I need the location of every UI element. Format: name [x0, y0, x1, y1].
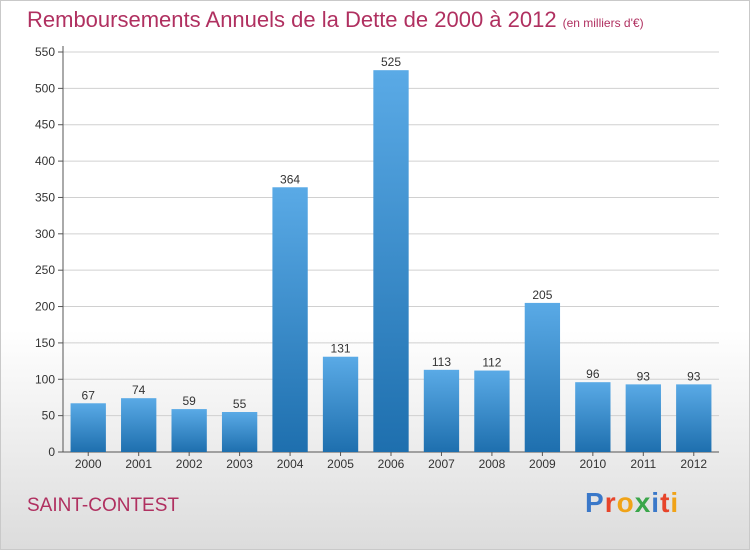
y-tick-label: 450 — [35, 118, 55, 132]
chart-title-unit: (en milliers d'€) — [562, 16, 644, 30]
x-tick-label-2001: 2001 — [125, 457, 152, 471]
y-tick-label: 400 — [35, 154, 55, 168]
town-name: SAINT-CONTEST — [27, 495, 180, 516]
bar-2000 — [70, 403, 106, 452]
data-label-2003: 55 — [233, 397, 247, 411]
data-label-2009: 205 — [532, 288, 552, 302]
chart-title-text: Remboursements Annuels de la Dette de 20… — [27, 7, 557, 32]
data-label-2012: 93 — [687, 369, 701, 383]
y-tick-label: 300 — [35, 227, 55, 241]
bar-2007 — [423, 369, 460, 452]
y-tick-label: 350 — [35, 190, 55, 204]
x-tick-label-2003: 2003 — [226, 457, 253, 471]
labels: 0 50 100 150 200 250 300 350 400 450 500 550 67 2000 7… — [35, 45, 707, 471]
chart-title: Remboursements Annuels de la Dette de 20… — [27, 7, 644, 33]
y-tick-label: 0 — [48, 445, 55, 459]
x-tick-label-2008: 2008 — [479, 457, 506, 471]
data-label-2007: 113 — [432, 355, 451, 369]
x-tick-label-2002: 2002 — [176, 457, 203, 471]
data-label-2005: 131 — [331, 342, 351, 356]
x-tick-label-2004: 2004 — [277, 457, 304, 471]
logo-letter: x — [634, 487, 652, 518]
bar-2003 — [221, 412, 258, 452]
logo-letter: r — [604, 487, 617, 518]
y-tick-label: 150 — [35, 336, 55, 350]
bar-2010 — [575, 382, 611, 452]
x-tick-label-2010: 2010 — [579, 457, 606, 471]
bar-2009 — [524, 302, 561, 452]
y-tick-label: 250 — [35, 263, 55, 277]
y-tick-label: 100 — [35, 372, 55, 386]
data-label-2002: 59 — [182, 394, 196, 408]
x-tick-label-2009: 2009 — [529, 457, 556, 471]
data-label-2011: 93 — [637, 369, 651, 383]
data-label-2006: 525 — [381, 55, 401, 69]
data-label-2010: 96 — [586, 367, 600, 381]
bar-2002 — [171, 409, 207, 452]
data-label-2001: 74 — [132, 383, 146, 397]
x-tick-label-2011: 2011 — [630, 457, 656, 471]
logo-letter: i — [651, 487, 661, 518]
x-tick-label-2012: 2012 — [680, 457, 707, 471]
bar-2004 — [272, 187, 308, 453]
data-label-2004: 364 — [280, 172, 300, 186]
x-tick-label-2000: 2000 — [75, 457, 102, 471]
logo-letter: o — [616, 487, 635, 518]
y-tick-label: 50 — [42, 409, 56, 423]
logo-letter: P — [585, 487, 605, 518]
y-tick-label: 550 — [35, 45, 55, 59]
y-tick-label: 500 — [35, 81, 55, 95]
logo-letter: i — [670, 487, 680, 518]
bar-2008 — [474, 370, 510, 452]
bars — [70, 70, 712, 453]
bar-2011 — [625, 384, 661, 452]
bar-2006 — [373, 70, 409, 452]
y-tick-label: 200 — [35, 300, 55, 314]
bar-2012 — [676, 384, 712, 452]
x-tick-label-2007: 2007 — [428, 457, 455, 471]
x-tick-label-2006: 2006 — [378, 457, 405, 471]
logo-letter: t — [660, 487, 671, 518]
proxiti-logo: Proxiti — [585, 487, 679, 519]
bar-2001 — [121, 398, 157, 452]
data-label-2000: 67 — [82, 388, 96, 402]
x-tick-label-2005: 2005 — [327, 457, 354, 471]
bar-2005 — [322, 356, 359, 452]
data-label-2008: 112 — [482, 356, 501, 370]
